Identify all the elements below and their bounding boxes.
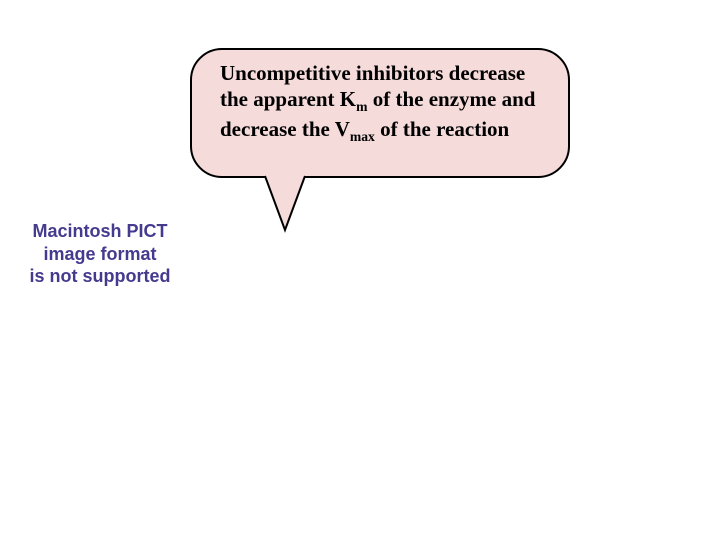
bubble-text-sub1: m <box>356 99 367 114</box>
pict-placeholder: Macintosh PICT image format is not suppo… <box>20 220 180 288</box>
pict-line-2: image format <box>20 243 180 266</box>
pict-line-1: Macintosh PICT <box>20 220 180 243</box>
speech-bubble-tail <box>255 168 315 236</box>
bubble-text-p3: of the reaction <box>375 117 509 141</box>
bubble-text: Uncompetitive inhibitors decrease the ap… <box>220 60 546 145</box>
speech-bubble: Uncompetitive inhibitors decrease the ap… <box>190 48 570 178</box>
pict-line-3: is not supported <box>20 265 180 288</box>
bubble-text-sub2: max <box>350 129 375 144</box>
